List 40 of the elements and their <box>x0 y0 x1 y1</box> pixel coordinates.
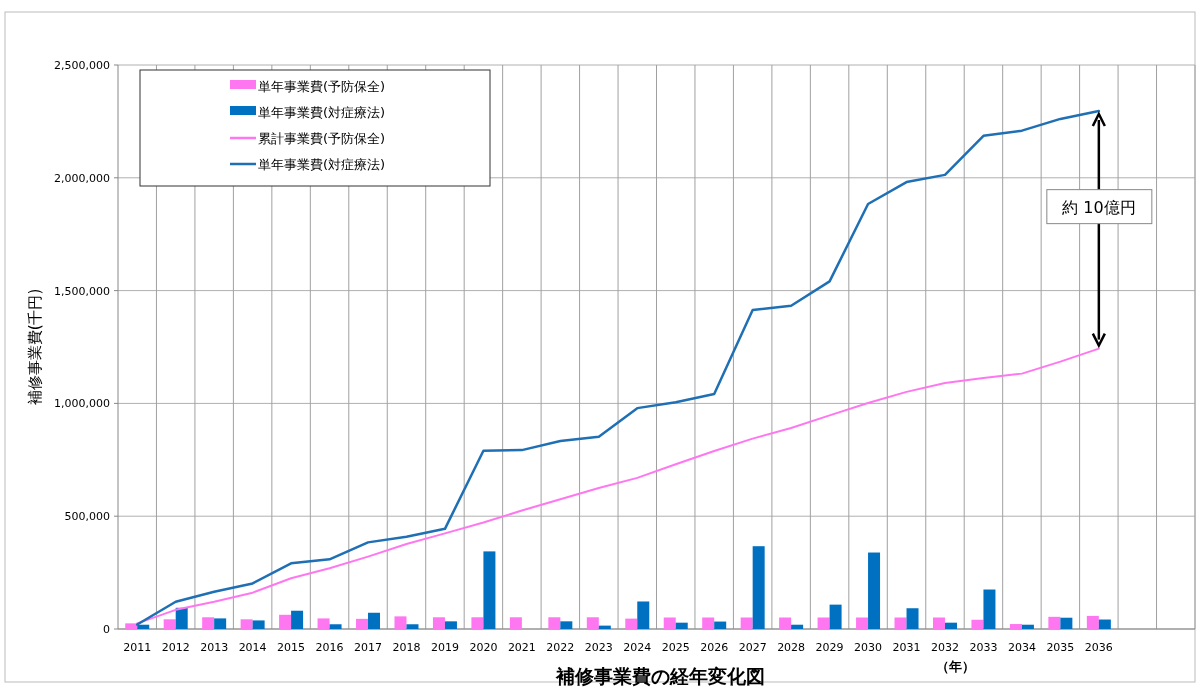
annotation: 約 10億円 <box>1062 197 1136 217</box>
y-axis-title: 補修事業費(千円) <box>26 288 44 406</box>
legend-label: 累計事業費(予防保全) <box>258 131 386 146</box>
x-tick-label: 2019 <box>430 641 459 654</box>
x-tick-label: 2034 <box>1007 641 1036 654</box>
y-tick-label: 2,500,000 <box>54 59 110 72</box>
x-tick-label: 2030 <box>854 641 883 654</box>
legend-label: 単年事業費(対症療法) <box>258 105 386 120</box>
x-tick-label: 2029 <box>815 641 844 654</box>
x-tick-label: 2015 <box>277 641 306 654</box>
x-tick-label: 2035 <box>1046 641 1075 654</box>
y-tick-label: 2,000,000 <box>54 171 110 185</box>
x-tick-label: 2027 <box>738 641 767 654</box>
x-tick-label: 2013 <box>200 641 229 654</box>
y-tick-label: 1,000,000 <box>54 397 110 411</box>
x-tick-label: 2011 <box>123 641 152 654</box>
x-tick-label: 2022 <box>546 641 575 654</box>
legend-label: 単年事業費(予防保全) <box>258 79 386 94</box>
x-tick-label: 2024 <box>623 641 652 654</box>
x-tick-label: 2016 <box>315 641 344 654</box>
x-tick-label: 2012 <box>161 641 190 654</box>
x-tick-label: 2021 <box>507 641 536 654</box>
text: 補修事業費の経年変化図 <box>554 665 765 687</box>
x-tick-label: 2014 <box>238 641 267 654</box>
x-tick-label: 2020 <box>469 641 498 654</box>
x-tick-label: 2031 <box>892 641 921 654</box>
x-tick-label: 2017 <box>354 641 383 654</box>
x-tick-label: 2028 <box>777 641 806 654</box>
x-tick-label: 2023 <box>584 641 613 654</box>
x-axis-title: （年） <box>935 659 975 674</box>
x-tick-label: 2025 <box>661 641 690 654</box>
legend-label: 単年事業費(対症療法) <box>258 157 386 172</box>
x-tick-label: 2036 <box>1084 641 1113 654</box>
x-tick-label: 2026 <box>700 641 729 654</box>
x-tick-label: 2032 <box>930 641 959 654</box>
y-tick-label: 1,500,000 <box>54 284 110 298</box>
y-tick-label: 0 <box>103 623 110 636</box>
y-tick-label: 500,000 <box>64 510 110 524</box>
x-tick-label: 2033 <box>969 641 998 654</box>
x-tick-label: 2018 <box>392 641 421 654</box>
